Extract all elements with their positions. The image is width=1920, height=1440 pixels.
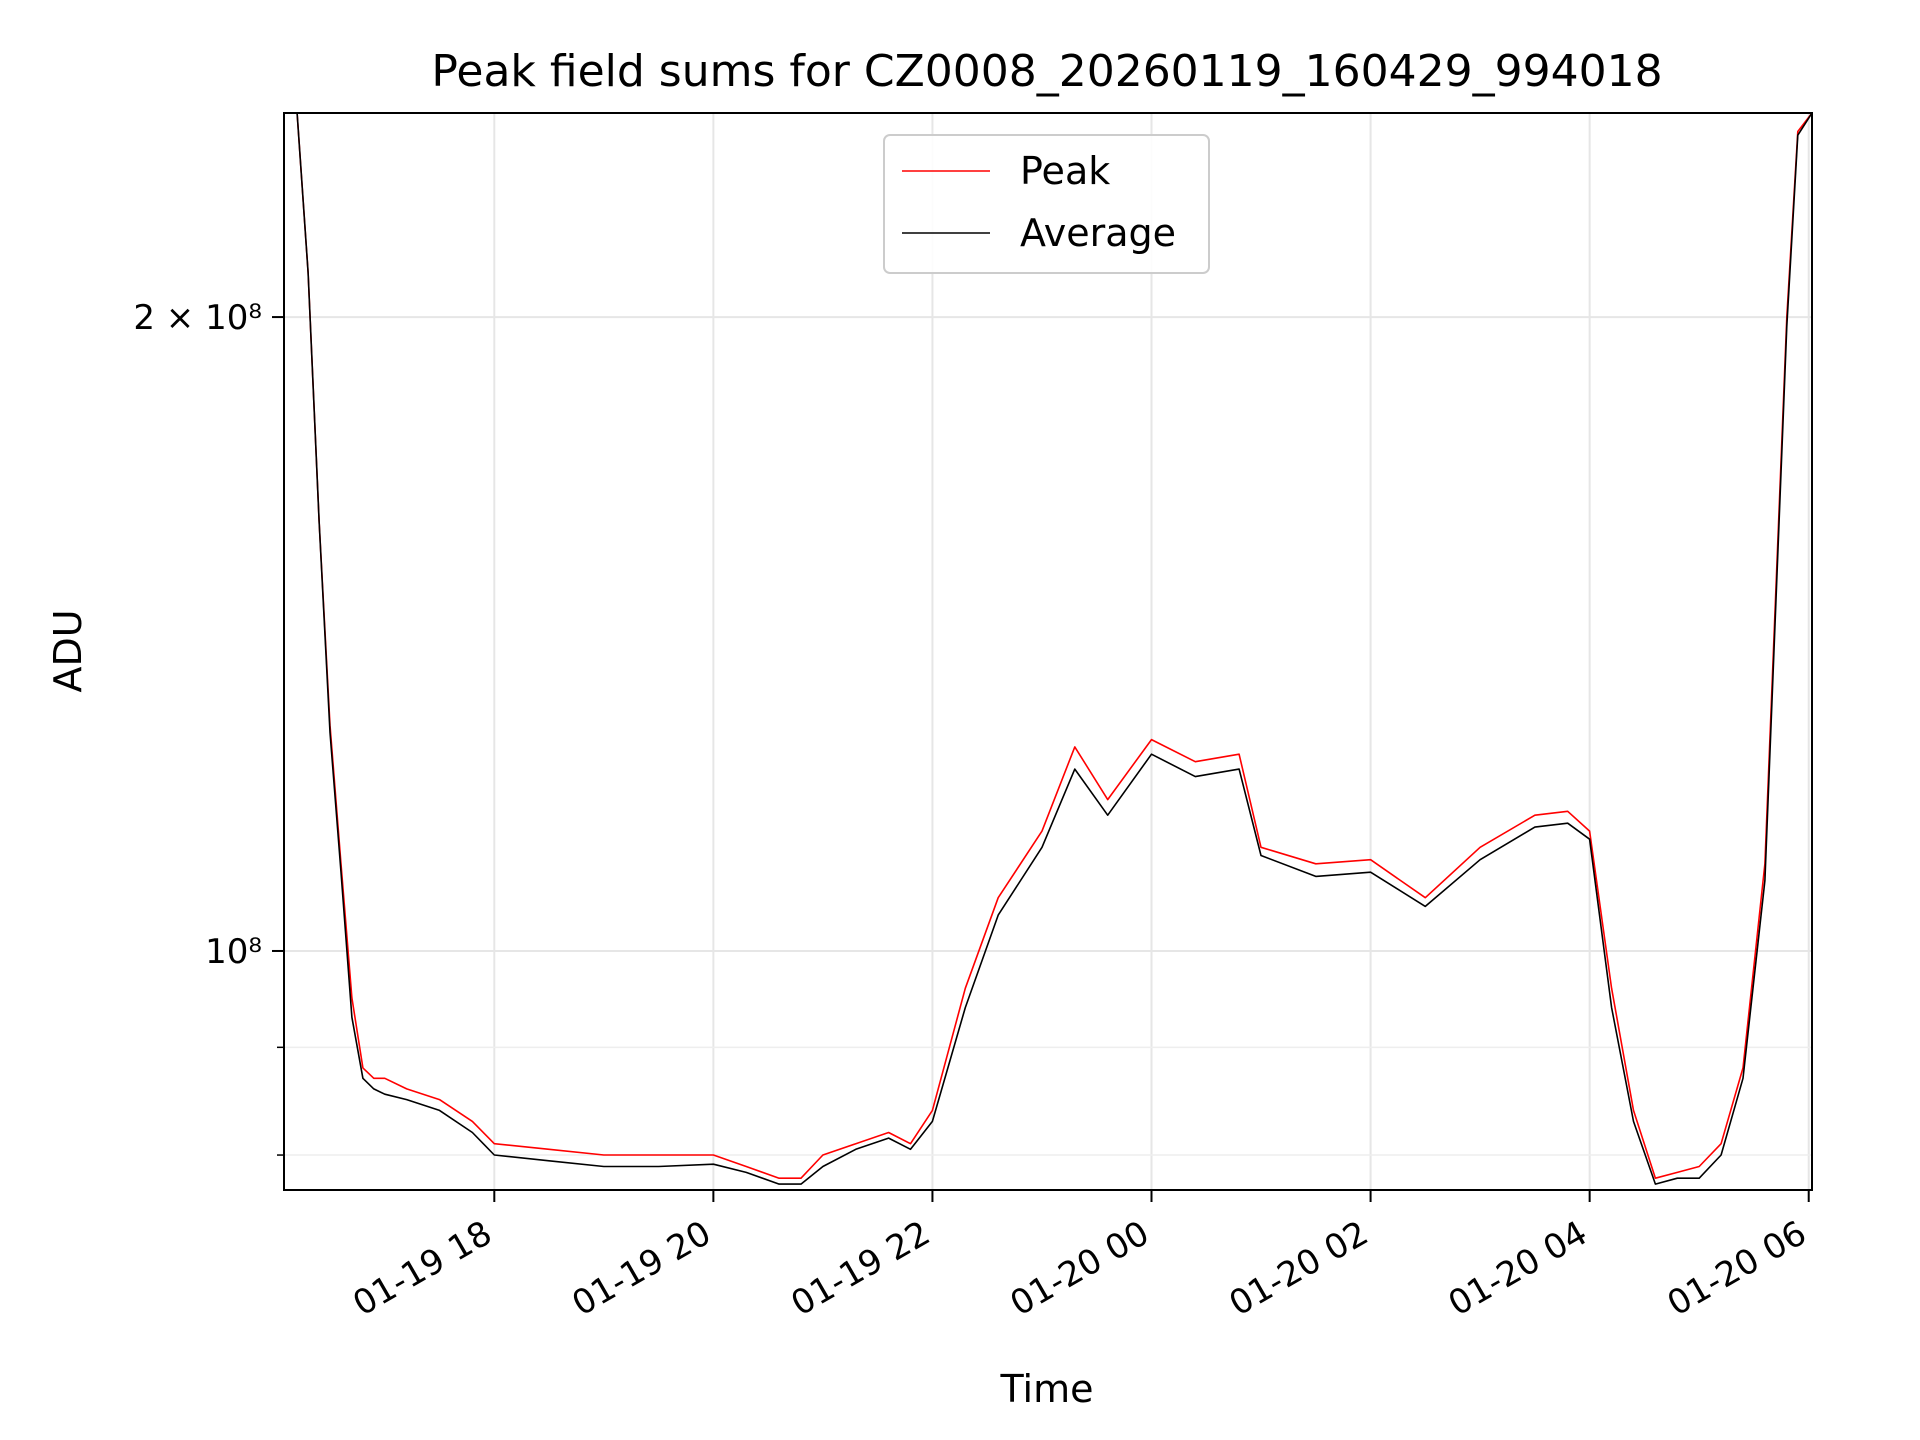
legend-label-average: Average [1020,211,1176,255]
plot-frame [283,112,1813,1191]
grid [284,113,1812,1190]
y-tick-label: 2 × 10⁸ [133,298,262,338]
legend-label-peak: Peak [1020,149,1110,193]
chart-title: Peak field sums for CZ0008_20260119_1604… [431,46,1662,97]
series-lines [284,112,1813,1185]
y-axis: 2 × 10⁸ 10⁸ [133,298,284,1156]
y-axis-label: ADU [46,609,90,692]
x-axis-label: Time [1000,1367,1094,1411]
legend: Peak Average [883,134,1210,274]
y-tick-label: 10⁸ [205,932,262,972]
series-line-peak [284,112,1813,1179]
series-line-average [284,112,1813,1185]
legend-box [883,134,1210,274]
